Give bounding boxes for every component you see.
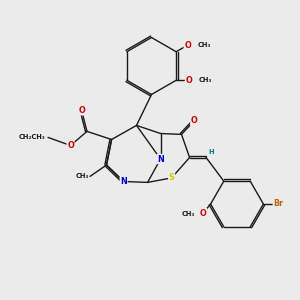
Text: Br: Br bbox=[273, 200, 284, 208]
Text: O: O bbox=[200, 208, 206, 217]
Text: CH₂CH₃: CH₂CH₃ bbox=[19, 134, 46, 140]
Text: O: O bbox=[184, 40, 191, 50]
Text: O: O bbox=[185, 76, 192, 85]
Text: H: H bbox=[209, 149, 214, 155]
Text: S: S bbox=[169, 173, 175, 182]
Text: CH₃: CH₃ bbox=[181, 212, 195, 218]
Text: CH₃: CH₃ bbox=[197, 42, 211, 48]
Text: CH₃: CH₃ bbox=[75, 173, 88, 179]
Text: O: O bbox=[67, 141, 74, 150]
Text: N: N bbox=[120, 177, 127, 186]
Text: CH₃: CH₃ bbox=[198, 77, 212, 83]
Text: N: N bbox=[157, 154, 164, 164]
Text: O: O bbox=[191, 116, 197, 125]
Text: O: O bbox=[78, 106, 85, 115]
